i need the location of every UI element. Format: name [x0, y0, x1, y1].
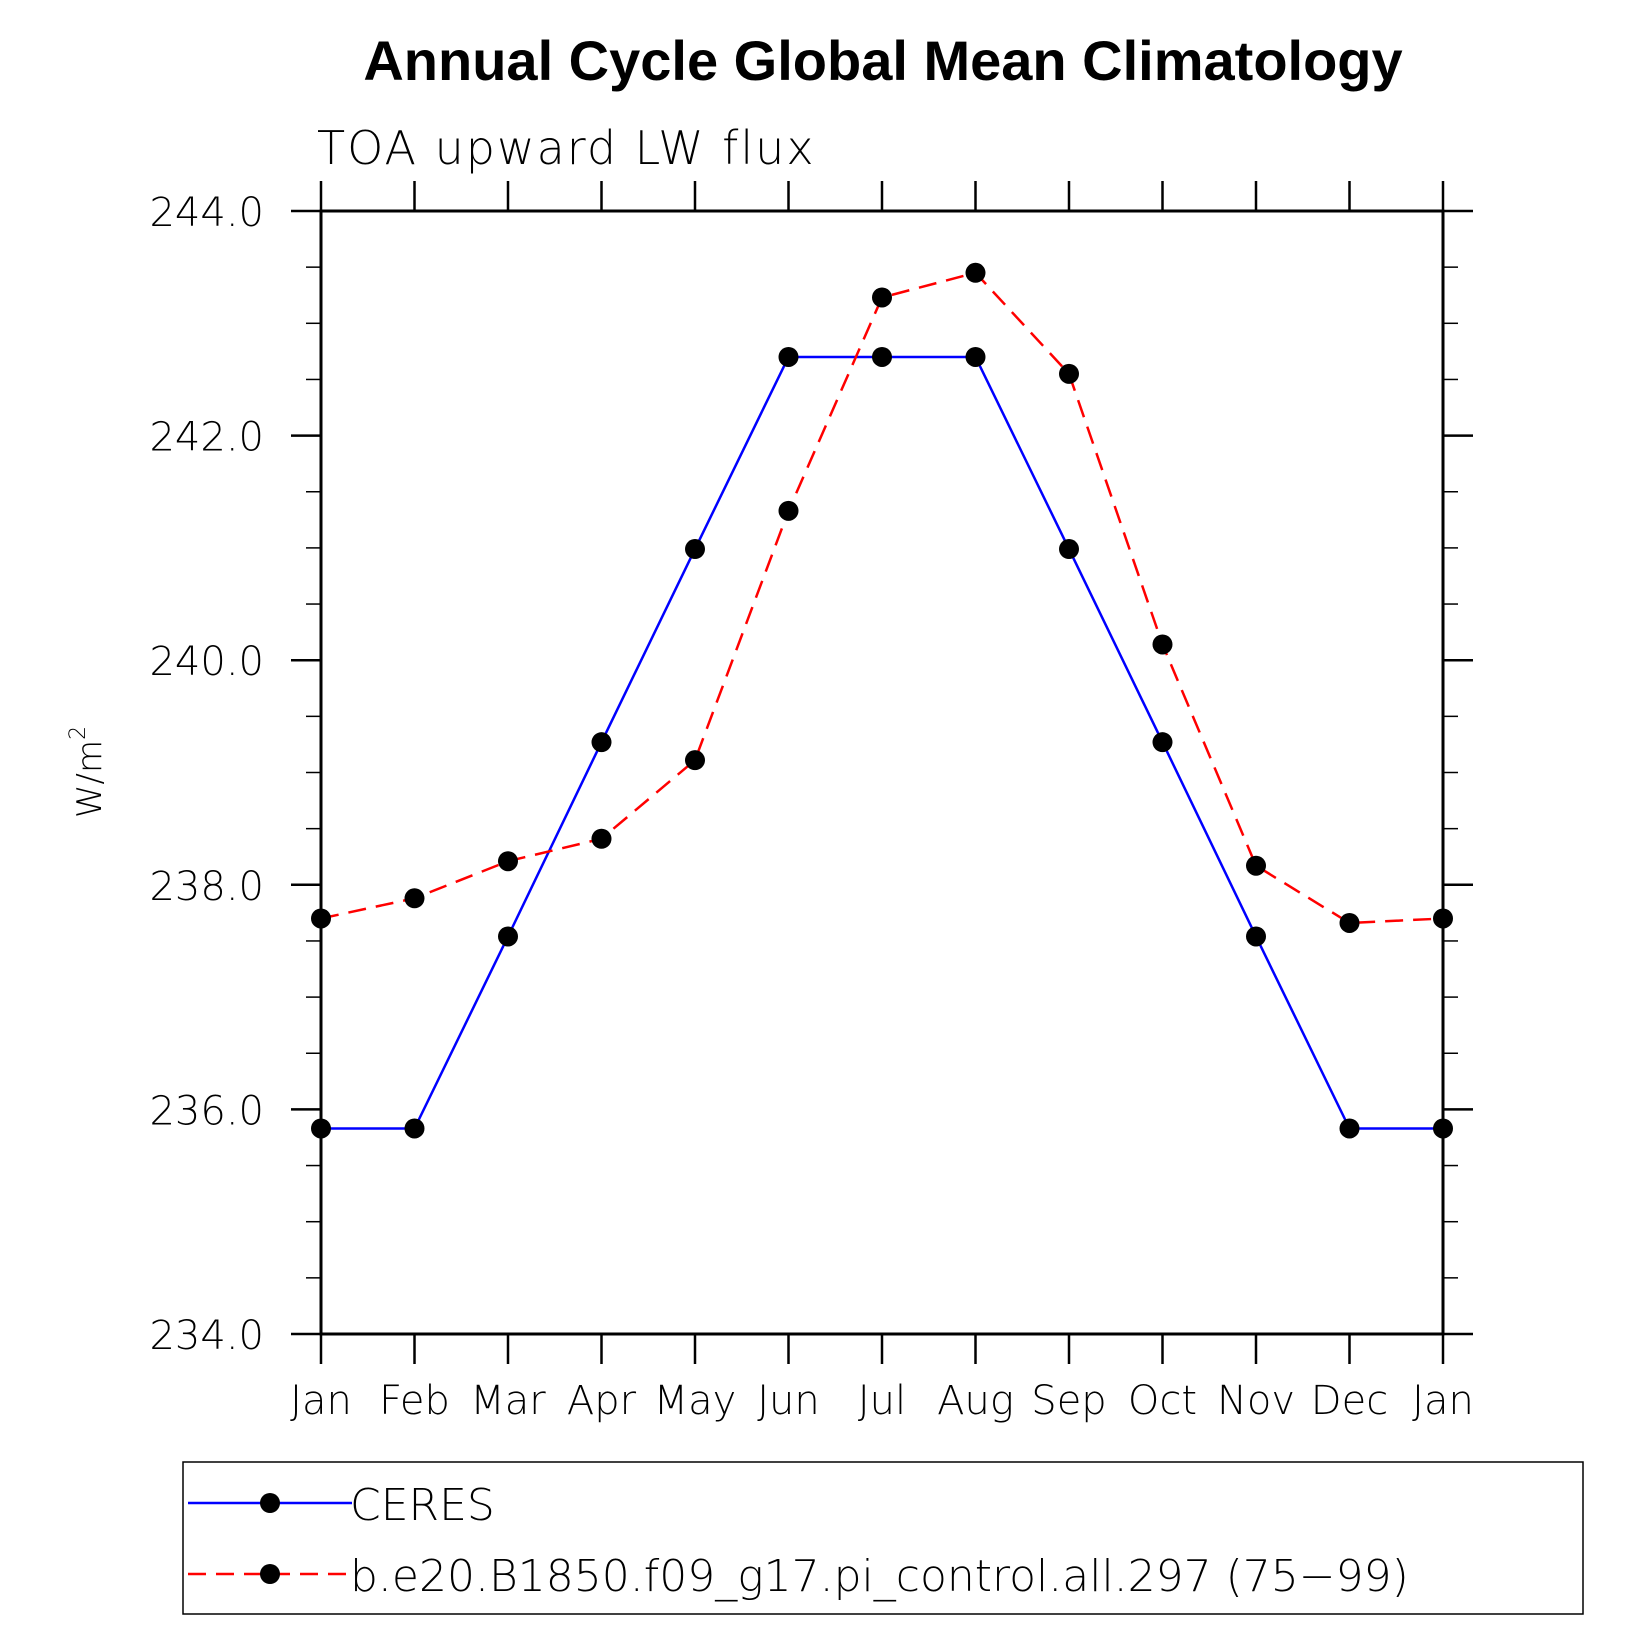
x-tick-label: Dec [1311, 1378, 1388, 1424]
series-1-point [965, 262, 986, 283]
series-0-point [498, 926, 518, 947]
series-0-point [965, 346, 986, 367]
x-tick-label: Jun [757, 1378, 820, 1424]
chart-title: Annual Cycle Global Mean Climatology [363, 29, 1402, 92]
x-tick-label: Aug [937, 1378, 1014, 1424]
series-1-point [1339, 912, 1360, 933]
y-tick-label: 236.0 [149, 1088, 264, 1134]
legend: CERES b.e20.B1850.f09_g17.pi_control.all… [182, 1461, 1584, 1615]
plot-frame [319, 209, 1445, 1336]
y-tick-label: 242.0 [149, 415, 264, 461]
series-0-point [1246, 926, 1266, 947]
series-0-point [404, 1118, 425, 1139]
x-tick-label: Jul [858, 1378, 906, 1424]
series-1-point [685, 750, 705, 771]
series-1-point [1433, 908, 1453, 929]
series-layer [311, 262, 1453, 1139]
x-tick-label: Jan [1412, 1378, 1474, 1424]
legend-box [182, 1461, 1584, 1615]
series-0-point [872, 346, 892, 367]
series-1-point [872, 287, 892, 308]
series-1-point [591, 828, 612, 849]
legend-label-model: b.e20.B1850.f09_g17.pi_control.all.297 (… [350, 1551, 1409, 1602]
legend-marker-ceres [260, 1493, 280, 1513]
series-1-point [498, 851, 518, 872]
series-0-point [1339, 1118, 1360, 1139]
series-0-point [685, 539, 705, 560]
x-tick-label: Jan [290, 1378, 352, 1424]
x-tick-label: Apr [567, 1378, 637, 1424]
y-axis-label-superscript: 2 [66, 726, 91, 740]
x-tick-label: Feb [379, 1378, 450, 1424]
x-tick-label: May [654, 1378, 737, 1424]
axis-tick-labels: Jan Feb Mar Apr May Jun Jul Aug Sep Oct Nov Dec Jan 2… [149, 190, 1473, 1424]
x-tick-label: Sep [1031, 1378, 1106, 1424]
series-1-point [1152, 634, 1173, 655]
series-0-point [1433, 1118, 1453, 1139]
series-0-point [1152, 732, 1173, 753]
series-0-point [778, 346, 799, 367]
y-tick-label: 238.0 [149, 864, 264, 910]
x-tick-label: Nov [1217, 1378, 1295, 1424]
y-tick-label: 244.0 [149, 190, 264, 236]
y-tick-label: 234.0 [149, 1313, 264, 1359]
legend-marker-model [260, 1564, 280, 1584]
series-1-point [404, 888, 425, 909]
y-axis-label: W/m2 [66, 726, 110, 818]
y-tick-label: 240.0 [149, 639, 264, 685]
x-tick-label: Oct [1128, 1378, 1197, 1424]
series-0-point [591, 732, 612, 753]
series-1-point [778, 500, 799, 521]
y-axis-label-base: W/m [70, 740, 110, 818]
series-line-0 [321, 355, 1443, 1130]
series-1-point [1059, 363, 1079, 384]
series-0-point [311, 1118, 331, 1139]
chart-subtitle: TOA upward LW flux [317, 121, 816, 175]
series-0-point [1059, 539, 1079, 560]
series-1-point [1246, 855, 1266, 876]
series-line-1 [320, 271, 1444, 925]
legend-label-ceres: CERES [350, 1480, 495, 1531]
x-tick-label: Mar [470, 1378, 546, 1424]
series-1-point [311, 908, 331, 929]
axis-ticks [291, 181, 1473, 1364]
